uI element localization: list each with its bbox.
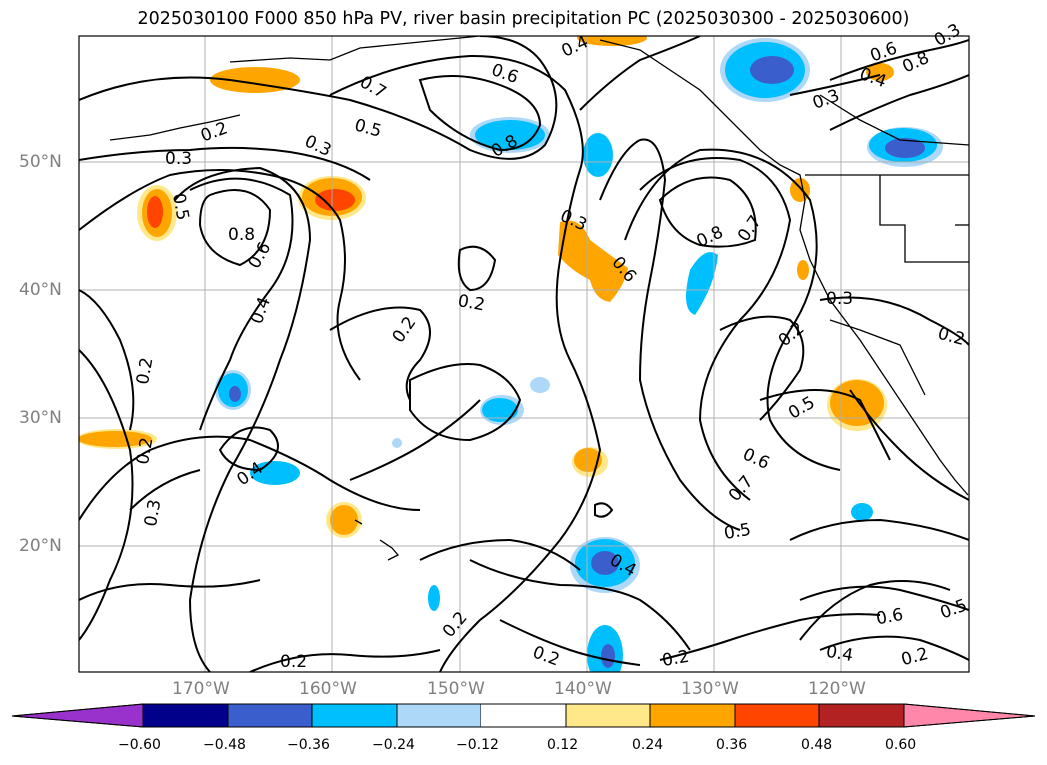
contour-label: 0.3 [301,131,334,161]
lat-label: 40°N [19,280,62,300]
contour-label: 0.2 [899,644,930,670]
colorbar-tick-label: 0.48 [801,737,833,753]
contour-label: 0.2 [280,652,307,672]
contour-label: 0.4 [247,294,275,326]
lon-label: 120°W [808,679,866,699]
contour-label: 0.7 [356,72,389,103]
colorbar-bin [227,703,313,728]
colorbar-tick-label: 0.36 [716,737,748,753]
colorbar-bin [565,703,651,728]
contour-label: 0.2 [389,313,421,347]
contour-label: 0.3 [141,498,165,528]
colorbar-tick-label: −0.36 [287,737,330,753]
contour-label: 0.3 [931,20,964,51]
contour-label: 0.3 [826,289,853,309]
contour-labels: 0.4 0.6 0.7 0.5 0.8 0.3 0.2 0.3 0.8 0.6 … [133,20,970,672]
contour-label: 0.7 [734,212,766,246]
lon-label: 140°W [554,679,612,699]
contour-label: 0.6 [868,38,900,66]
negative-anomalies [215,38,943,672]
lon-label: 170°W [172,679,230,699]
contour-label: 0.5 [352,115,383,141]
graticule [79,36,969,672]
lon-label: 130°W [681,679,739,699]
colorbar-bin [818,703,905,728]
contour-label: 0.6 [740,444,773,474]
contour-label: 0.4 [824,642,854,666]
colorbar-tick-label: −0.24 [372,737,415,753]
colorbar-tick-label: 0.60 [885,737,917,753]
colorbar-tick-label: −0.60 [118,737,161,753]
contour-label: 0.5 [785,393,818,424]
contour-label: 0.2 [198,118,230,146]
colorbar-tick-label: −0.12 [456,737,499,753]
colorbar-bin [481,704,566,727]
contour-label: 0.5 [168,192,192,222]
colorbar-bin [311,703,398,728]
lat-label: 20°N [19,536,62,556]
colorbar-bin [649,703,736,728]
precip-shading [79,36,943,672]
colorbar-bin [396,703,482,728]
lon-label: 150°W [427,679,485,699]
coastlines [109,36,969,561]
contour-label: 0.8 [228,225,255,245]
colorbar [11,703,1036,728]
contour-label: 0.3 [165,149,192,169]
contour-label: 0.5 [722,520,752,544]
colorbar-bin [734,703,820,728]
contour-label: 0.2 [439,608,472,642]
contour-label: 0.2 [133,356,157,386]
colorbar-tick-label: −0.48 [203,737,246,753]
colorbar-tick-label: 0.24 [632,737,664,753]
contour-label: 0.2 [456,291,486,315]
contour-label: 0.6 [875,605,905,629]
contour-label: 0.2 [661,647,691,671]
colorbar-extend-low [11,703,144,728]
map-title: 2025030100 F000 850 hPa PV, river basin … [137,9,910,29]
pv-contours [79,36,969,672]
colorbar-bin [142,703,229,728]
lat-label: 30°N [19,408,62,428]
colorbar-tick-label: 0.12 [547,737,579,753]
lon-label: 160°W [299,679,357,699]
contour-label: 0.6 [489,60,521,88]
contour-label: 0.2 [133,436,157,466]
contour-label: 0.2 [530,642,562,670]
map-frame [78,35,970,673]
contour-label: 0.8 [899,48,932,78]
contour-label: 0.7 [725,472,758,506]
contour-label: 0.5 [938,595,970,623]
lat-label: 50°N [19,152,62,172]
colorbar-extend-high [903,703,1036,728]
contour-label: 0.2 [936,324,967,350]
